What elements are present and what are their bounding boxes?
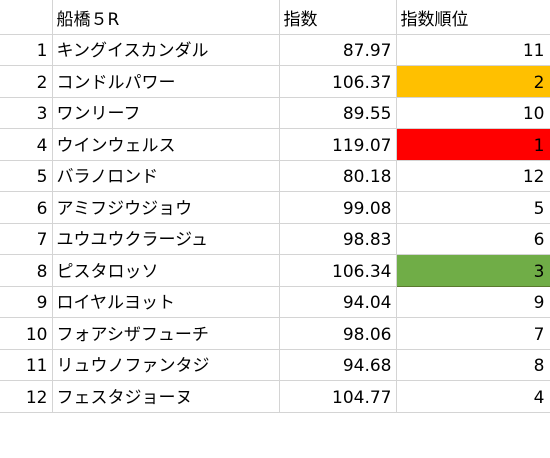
horse-name-cell[interactable]: ユウユウクラージュ (52, 223, 280, 255)
index-value-cell[interactable]: 94.68 (279, 349, 397, 381)
horse-name-cell[interactable]: バラノロンド (52, 160, 280, 192)
horse-name-cell[interactable]: ウインウェルス (52, 128, 280, 161)
horse-name-cell[interactable]: コンドルパワー (52, 65, 280, 98)
header-row: 船橋５R 指数 指数順位 (0, 0, 550, 35)
index-rank-cell[interactable]: 3 (395, 254, 550, 287)
table-row: 6 アミフジウジョウ 99.08 5 (0, 191, 550, 224)
table-row: 5 バラノロンド 80.18 12 (0, 160, 550, 192)
header-cell-rank[interactable]: 指数順位 (396, 0, 550, 35)
index-value-cell[interactable]: 80.18 (279, 160, 397, 192)
index-rank-cell[interactable]: 7 (396, 317, 550, 350)
index-rank-cell[interactable]: 4 (396, 380, 550, 413)
spreadsheet-grid: 船橋５R 指数 指数順位 1 キングイスカンダル 87.97 11 2 コンドルパワー 10… (0, 0, 550, 413)
table-row: 10 フォアシザフューチ 98.06 7 (0, 317, 550, 350)
index-rank-cell[interactable]: 2 (396, 65, 550, 98)
row-number-cell[interactable]: 1 (0, 34, 53, 66)
index-value-cell[interactable]: 104.77 (279, 380, 397, 413)
row-number-cell[interactable]: 10 (0, 317, 53, 350)
index-rank-cell[interactable]: 5 (396, 191, 550, 224)
row-number-cell[interactable]: 11 (0, 349, 53, 381)
index-value-cell[interactable]: 89.55 (279, 97, 397, 129)
index-value-cell[interactable]: 94.04 (279, 286, 397, 318)
horse-name-cell[interactable]: フェスタジョーヌ (52, 380, 280, 413)
index-value-cell[interactable]: 87.97 (279, 34, 397, 66)
horse-name-cell[interactable]: ワンリーフ (52, 97, 280, 129)
table-row: 2 コンドルパワー 106.37 2 (0, 65, 550, 98)
table-row: 3 ワンリーフ 89.55 10 (0, 97, 550, 129)
table-row: 7 ユウユウクラージュ 98.83 6 (0, 223, 550, 255)
index-value-cell[interactable]: 106.34 (279, 254, 397, 287)
horse-name-cell[interactable]: ロイヤルヨット (52, 286, 280, 318)
index-rank-cell[interactable]: 6 (396, 223, 550, 255)
row-number-cell[interactable]: 4 (0, 128, 53, 161)
index-value-cell[interactable]: 98.83 (279, 223, 397, 255)
row-number-cell[interactable]: 5 (0, 160, 53, 192)
horse-name-cell[interactable]: リュウノファンタジ (52, 349, 280, 381)
horse-name-cell[interactable]: キングイスカンダル (52, 34, 280, 66)
row-number-cell[interactable]: 7 (0, 223, 53, 255)
row-number-cell[interactable]: 6 (0, 191, 53, 224)
index-rank-cell[interactable]: 12 (396, 160, 550, 192)
index-rank-cell[interactable]: 9 (396, 286, 550, 318)
table-row: 11 リュウノファンタジ 94.68 8 (0, 349, 550, 381)
header-cell-index[interactable]: 指数 (279, 0, 397, 35)
horse-name-cell[interactable]: ピスタロッソ (52, 254, 280, 287)
index-rank-cell[interactable]: 1 (396, 128, 550, 161)
table-row: 1 キングイスカンダル 87.97 11 (0, 34, 550, 66)
sheet-body: 船橋５R 指数 指数順位 1 キングイスカンダル 87.97 11 2 コンドルパワー 10… (0, 0, 550, 413)
table-row: 4 ウインウェルス 119.07 1 (0, 128, 550, 161)
table-row: 8 ピスタロッソ 106.34 3 (0, 254, 550, 287)
row-number-cell[interactable]: 2 (0, 65, 53, 98)
index-rank-cell[interactable]: 8 (396, 349, 550, 381)
index-rank-cell[interactable]: 11 (396, 34, 550, 66)
row-number-cell[interactable]: 8 (0, 254, 53, 287)
header-cell-a[interactable] (0, 0, 53, 35)
index-value-cell[interactable]: 106.37 (279, 65, 397, 98)
index-rank-cell[interactable]: 10 (396, 97, 550, 129)
index-value-cell[interactable]: 98.06 (279, 317, 397, 350)
row-number-cell[interactable]: 12 (0, 380, 53, 413)
header-cell-race[interactable]: 船橋５R (52, 0, 280, 35)
horse-name-cell[interactable]: アミフジウジョウ (52, 191, 280, 224)
table-row: 9 ロイヤルヨット 94.04 9 (0, 286, 550, 318)
horse-name-cell[interactable]: フォアシザフューチ (52, 317, 280, 350)
row-number-cell[interactable]: 9 (0, 286, 53, 318)
table-row: 12 フェスタジョーヌ 104.77 4 (0, 380, 550, 413)
index-value-cell[interactable]: 99.08 (279, 191, 397, 224)
row-number-cell[interactable]: 3 (0, 97, 53, 129)
index-value-cell[interactable]: 119.07 (279, 128, 397, 161)
